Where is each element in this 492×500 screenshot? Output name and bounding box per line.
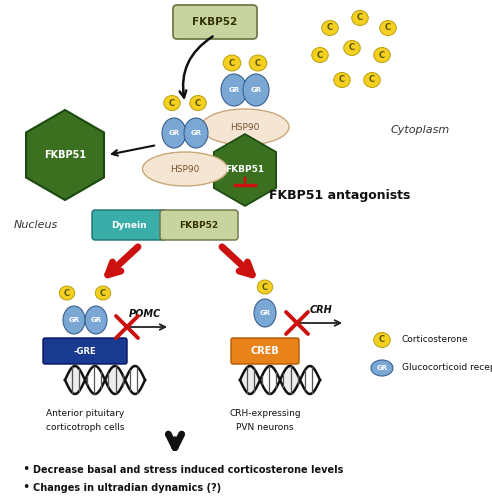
Text: POMC: POMC	[129, 309, 161, 319]
FancyBboxPatch shape	[160, 210, 238, 240]
Text: C: C	[100, 288, 106, 298]
Text: CRH-expressing: CRH-expressing	[229, 408, 301, 418]
Text: C: C	[339, 76, 345, 84]
Text: FKBP51: FKBP51	[44, 150, 86, 160]
Text: C: C	[379, 50, 385, 59]
Text: GR: GR	[190, 130, 202, 136]
Text: Nucleus: Nucleus	[14, 220, 58, 230]
Text: C: C	[317, 50, 323, 59]
Text: GR: GR	[228, 87, 240, 93]
Text: C: C	[357, 14, 363, 22]
Ellipse shape	[85, 306, 107, 334]
Ellipse shape	[257, 280, 273, 294]
Ellipse shape	[164, 96, 180, 110]
Ellipse shape	[95, 286, 111, 300]
Text: C: C	[64, 288, 70, 298]
Text: GR: GR	[91, 317, 101, 323]
Text: C: C	[262, 282, 268, 292]
Ellipse shape	[201, 109, 289, 145]
Text: •: •	[22, 464, 30, 476]
Polygon shape	[26, 110, 104, 200]
Text: CREB: CREB	[250, 346, 279, 356]
Text: GR: GR	[259, 310, 271, 316]
Text: GR: GR	[68, 317, 80, 323]
Text: FKBP51 antagonists: FKBP51 antagonists	[269, 190, 411, 202]
Ellipse shape	[334, 72, 350, 88]
Ellipse shape	[221, 74, 247, 106]
Text: corticotroph cells: corticotroph cells	[46, 422, 124, 432]
Text: GR: GR	[168, 130, 180, 136]
FancyBboxPatch shape	[92, 210, 166, 240]
Ellipse shape	[344, 40, 360, 56]
Text: Cytoplasm: Cytoplasm	[390, 125, 450, 135]
FancyBboxPatch shape	[173, 5, 257, 39]
Text: C: C	[169, 98, 175, 108]
Text: PVN neurons: PVN neurons	[236, 422, 294, 432]
Text: C: C	[195, 98, 201, 108]
Text: FKBP52: FKBP52	[192, 17, 238, 27]
Ellipse shape	[371, 360, 393, 376]
Text: FKBP52: FKBP52	[180, 220, 218, 230]
Ellipse shape	[374, 332, 390, 347]
Text: Dynein: Dynein	[111, 220, 147, 230]
Text: Corticosterone: Corticosterone	[402, 336, 468, 344]
Ellipse shape	[312, 48, 328, 62]
Text: -GRE: -GRE	[74, 346, 96, 356]
Ellipse shape	[322, 20, 338, 36]
Ellipse shape	[364, 72, 380, 88]
Ellipse shape	[254, 299, 276, 327]
Text: C: C	[229, 58, 235, 68]
Text: C: C	[255, 58, 261, 68]
Text: FKBP51: FKBP51	[225, 166, 265, 174]
Text: C: C	[385, 24, 391, 32]
Text: C: C	[369, 76, 375, 84]
Polygon shape	[214, 134, 276, 206]
Ellipse shape	[223, 55, 241, 71]
Ellipse shape	[190, 96, 206, 110]
Text: C: C	[349, 44, 355, 52]
Text: GR: GR	[376, 365, 388, 371]
Text: HSP90: HSP90	[170, 164, 200, 173]
Text: Decrease basal and stress induced corticosterone levels: Decrease basal and stress induced cortic…	[33, 465, 343, 475]
Ellipse shape	[63, 306, 85, 334]
Text: GR: GR	[250, 87, 262, 93]
Ellipse shape	[243, 74, 269, 106]
FancyBboxPatch shape	[43, 338, 127, 364]
Text: Anterior pituitary: Anterior pituitary	[46, 408, 124, 418]
Text: CRH: CRH	[309, 305, 333, 315]
Text: C: C	[327, 24, 333, 32]
Ellipse shape	[60, 286, 75, 300]
Ellipse shape	[352, 10, 368, 26]
Ellipse shape	[374, 48, 390, 62]
Ellipse shape	[380, 20, 396, 36]
Text: C: C	[379, 336, 385, 344]
Text: HSP90: HSP90	[230, 122, 260, 132]
FancyBboxPatch shape	[231, 338, 299, 364]
Text: Glucocorticoid receptor: Glucocorticoid receptor	[402, 364, 492, 372]
Text: •: •	[22, 482, 30, 494]
Ellipse shape	[184, 118, 208, 148]
Text: Changes in ultradian dynamics (?): Changes in ultradian dynamics (?)	[33, 483, 221, 493]
Ellipse shape	[162, 118, 186, 148]
Ellipse shape	[249, 55, 267, 71]
Ellipse shape	[143, 152, 227, 186]
